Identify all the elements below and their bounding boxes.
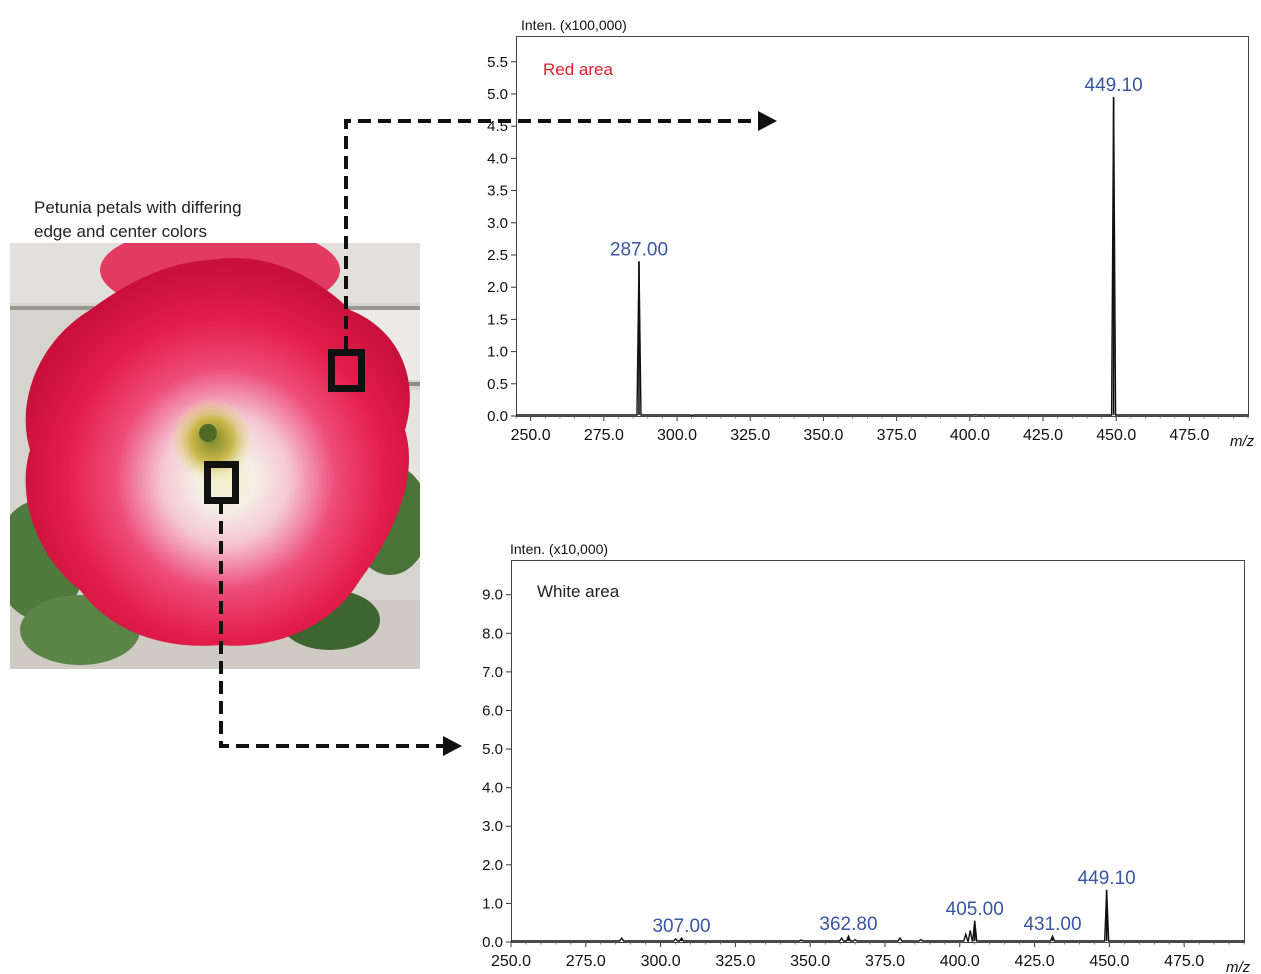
y-tick-label: 2.0: [482, 857, 503, 874]
x-tick-label: 325.0: [730, 427, 770, 444]
peak-label: 449.10: [1078, 868, 1136, 889]
y-tick-label: 8.0: [482, 625, 503, 642]
x-tick-label: 250.0: [491, 953, 531, 970]
y-tick-label: 0.5: [487, 376, 508, 393]
trace-layer: 287.00 449.10: [516, 75, 1248, 417]
white-area-marker: [204, 461, 239, 504]
y-tick-label: 4.0: [482, 780, 503, 797]
y-tick-label: 3.0: [487, 215, 508, 232]
peak-label: 449.10: [1085, 75, 1143, 96]
y-tick-label: 0.0: [487, 408, 508, 425]
y-tick-label: 1.0: [482, 895, 503, 912]
x-tick-label: 325.0: [715, 953, 755, 970]
plot-frame: [511, 560, 1245, 943]
tick-layer: 250.0 275.0 300.0 325.0 350.0 375.0 400.0 425.0…: [487, 54, 1249, 444]
y-axis-label: Inten. (x100,000): [521, 17, 627, 33]
red-area-spectrum: Inten. (x100,000) m/z Red area 250.0 275.…: [487, 17, 1255, 450]
y-tick-label: 4.0: [487, 150, 508, 167]
tick-layer: 250.0 275.0 300.0 325.0 350.0 375.0 400.0 425.0…: [482, 587, 1245, 970]
x-tick-label: 425.0: [1023, 427, 1063, 444]
photo-caption: Petunia petals with differing edge and c…: [34, 196, 324, 244]
x-tick-label: 475.0: [1164, 953, 1204, 970]
arrow-head-icon: [758, 111, 777, 131]
x-tick-label: 450.0: [1096, 427, 1136, 444]
x-tick-label: 250.0: [511, 427, 551, 444]
y-tick-label: 2.0: [487, 279, 508, 296]
y-tick-label: 9.0: [482, 587, 503, 604]
y-tick-label: 5.0: [487, 86, 508, 103]
y-tick-label: 6.0: [482, 702, 503, 719]
plot-frame: [516, 36, 1249, 417]
y-tick-label: 3.0: [482, 818, 503, 835]
y-axis-label: Inten. (x10,000): [510, 541, 608, 557]
caption-line-2: edge and center colors: [34, 222, 207, 241]
x-tick-label: 475.0: [1169, 427, 1209, 444]
peak-label: 431.00: [1023, 914, 1081, 935]
y-tick-label: 4.5: [487, 118, 508, 135]
chart-annotation: Red area: [543, 60, 613, 79]
y-tick-label: 7.0: [482, 664, 503, 681]
x-tick-label: 375.0: [865, 953, 905, 970]
spectrum-trace: [511, 889, 1244, 942]
x-tick-label: 275.0: [566, 953, 606, 970]
red-area-connector: [344, 111, 777, 349]
x-tick-label: 400.0: [940, 953, 980, 970]
x-tick-label: 275.0: [584, 427, 624, 444]
x-tick-label: 375.0: [877, 427, 917, 444]
x-tick-label: 350.0: [803, 427, 843, 444]
white-area-connector: [219, 501, 462, 756]
x-tick-label: 350.0: [790, 953, 830, 970]
x-tick-label: 300.0: [641, 953, 681, 970]
y-tick-label: 2.5: [487, 247, 508, 264]
y-tick-label: 5.5: [487, 54, 508, 71]
trace-layer: 307.00 362.80 405.00 431.00 449.10: [511, 868, 1244, 942]
y-tick-label: 1.5: [487, 311, 508, 328]
caption-line-1: Petunia petals with differing: [34, 198, 242, 217]
peak-label: 405.00: [946, 899, 1004, 920]
x-tick-label: 400.0: [950, 427, 990, 444]
y-tick-label: 3.5: [487, 183, 508, 200]
x-axis-label: m/z: [1226, 959, 1251, 974]
red-area-marker: [328, 349, 365, 392]
x-tick-label: 425.0: [1015, 953, 1055, 970]
petunia-photo: [10, 243, 420, 669]
peak-label: 362.80: [819, 914, 877, 935]
chart-annotation: White area: [537, 582, 620, 601]
white-area-spectrum: Inten. (x10,000) m/z White area 250.0 275…: [482, 541, 1251, 974]
x-axis-label: m/z: [1230, 433, 1255, 450]
y-tick-label: 0.0: [482, 934, 503, 951]
peak-label: 287.00: [610, 239, 668, 260]
peak-label: 307.00: [652, 916, 710, 937]
y-tick-label: 1.0: [487, 344, 508, 361]
y-tick-label: 5.0: [482, 741, 503, 758]
x-tick-label: 450.0: [1089, 953, 1129, 970]
x-tick-label: 300.0: [657, 427, 697, 444]
arrow-head-icon: [443, 736, 462, 756]
